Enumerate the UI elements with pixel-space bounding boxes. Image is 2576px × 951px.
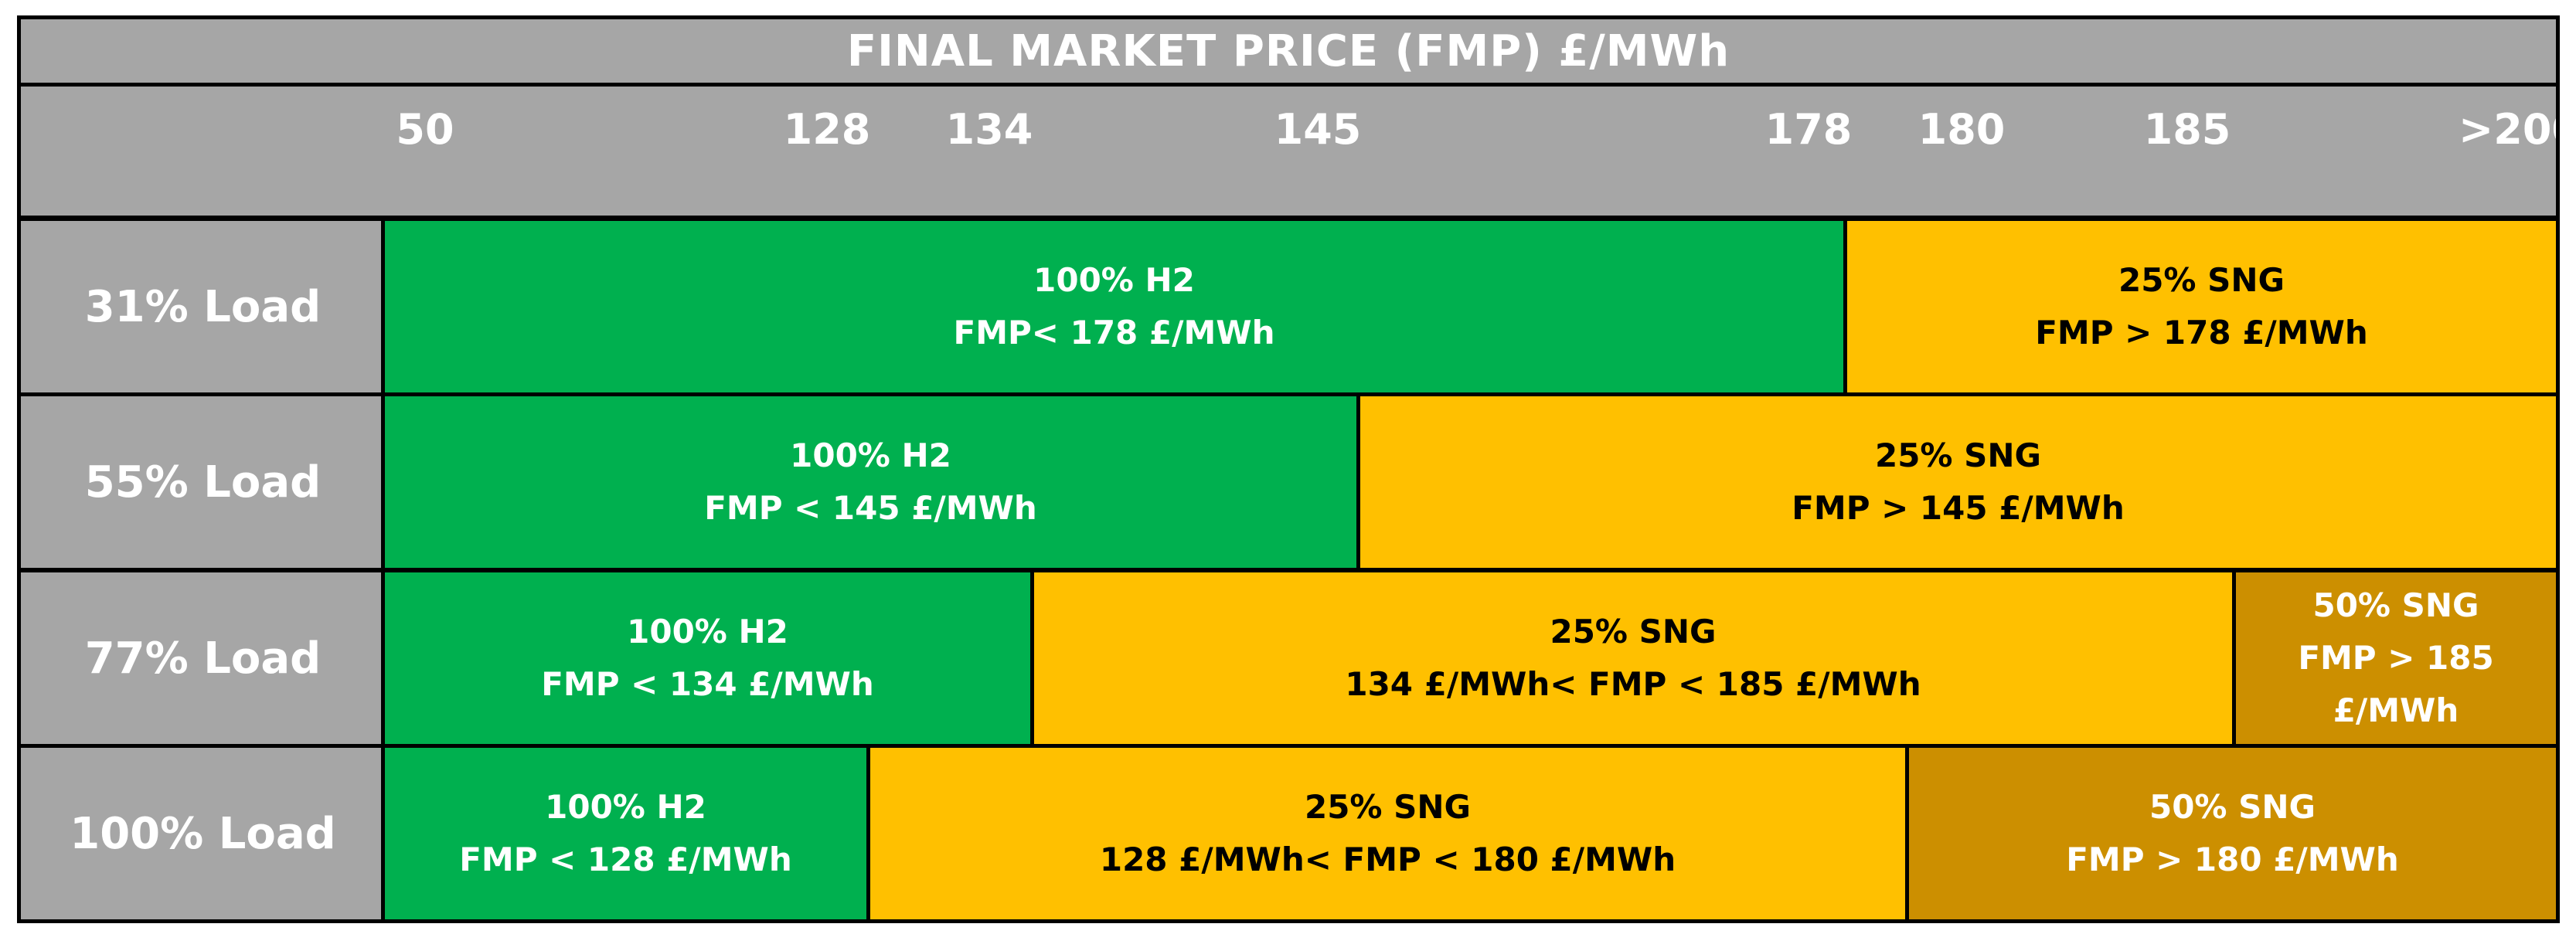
price-tick-label: 134 [945,105,1033,154]
segment-sng25: 25% SNG FMP > 145 £/MWh [1356,392,2560,572]
segment-title: 25% SNG [2118,261,2285,299]
price-tick-label: 128 [783,105,871,154]
segment-condition: 134 £/MWh< FMP < 185 £/MWh [1345,665,1921,703]
segment-sng25: 25% SNG 134 £/MWh< FMP < 185 £/MWh [1030,569,2236,748]
row-label: 55% Load [17,392,389,572]
price-tick-label: 178 [1764,105,1853,154]
segment-sng50: 50% SNG FMP > 185 £/MWh [2232,569,2560,748]
segment-condition: FMP < 134 £/MWh [541,665,874,703]
segment-condition: FMP > 178 £/MWh [2035,314,2368,352]
segment-condition: 128 £/MWh< FMP < 180 £/MWh [1099,841,1676,878]
segment-title: 50% SNG [2312,586,2479,624]
segment-h2: 100% H2 FMP < 128 £/MWh [381,744,870,923]
price-tick-label: >200 [2459,105,2556,154]
segment-condition: FMP< 178 £/MWh [953,314,1275,352]
segment-condition: FMP > 185 £/MWh [2298,639,2494,729]
row-label: 100% Load [17,744,389,923]
segment-condition: FMP < 145 £/MWh [704,489,1037,527]
segment-title: 100% H2 [627,613,788,650]
price-tick-label: 50 [396,105,454,154]
segment-title: 25% SNG [1304,788,1472,826]
segment-title: 100% H2 [545,788,706,826]
price-tick-label: 185 [2143,105,2231,154]
segment-title: 100% H2 [790,436,951,474]
segment-condition: FMP > 180 £/MWh [2066,841,2399,878]
segment-h2: 100% H2 FMP< 178 £/MWh [381,217,1847,396]
price-ticks-row: 50 128 134 145 178 180 185 >200 [17,83,2560,219]
segment-title: 50% SNG [2149,788,2316,826]
segment-condition: FMP > 145 £/MWh [1792,489,2125,527]
price-tick-label: 180 [1918,105,2006,154]
header-title: FINAL MARKET PRICE (FMP) £/MWh [846,25,1730,76]
segment-sng25: 25% SNG 128 £/MWh< FMP < 180 £/MWh [866,744,1909,923]
header-bar: FINAL MARKET PRICE (FMP) £/MWh [17,15,2560,87]
segment-title: 25% SNG [1874,436,2042,474]
segment-title: 100% H2 [1033,261,1195,299]
segment-condition: FMP < 128 £/MWh [459,841,792,878]
segment-h2: 100% H2 FMP < 134 £/MWh [381,569,1034,748]
row-label: 77% Load [17,569,389,748]
row-label: 31% Load [17,217,389,396]
segment-title: 25% SNG [1550,613,1717,650]
segment-sng25: 25% SNG FMP > 178 £/MWh [1843,217,2560,396]
segment-h2: 100% H2 FMP < 145 £/MWh [381,392,1360,572]
segment-sng50: 50% SNG FMP > 180 £/MWh [1905,744,2560,923]
price-tick-label: 145 [1274,105,1362,154]
